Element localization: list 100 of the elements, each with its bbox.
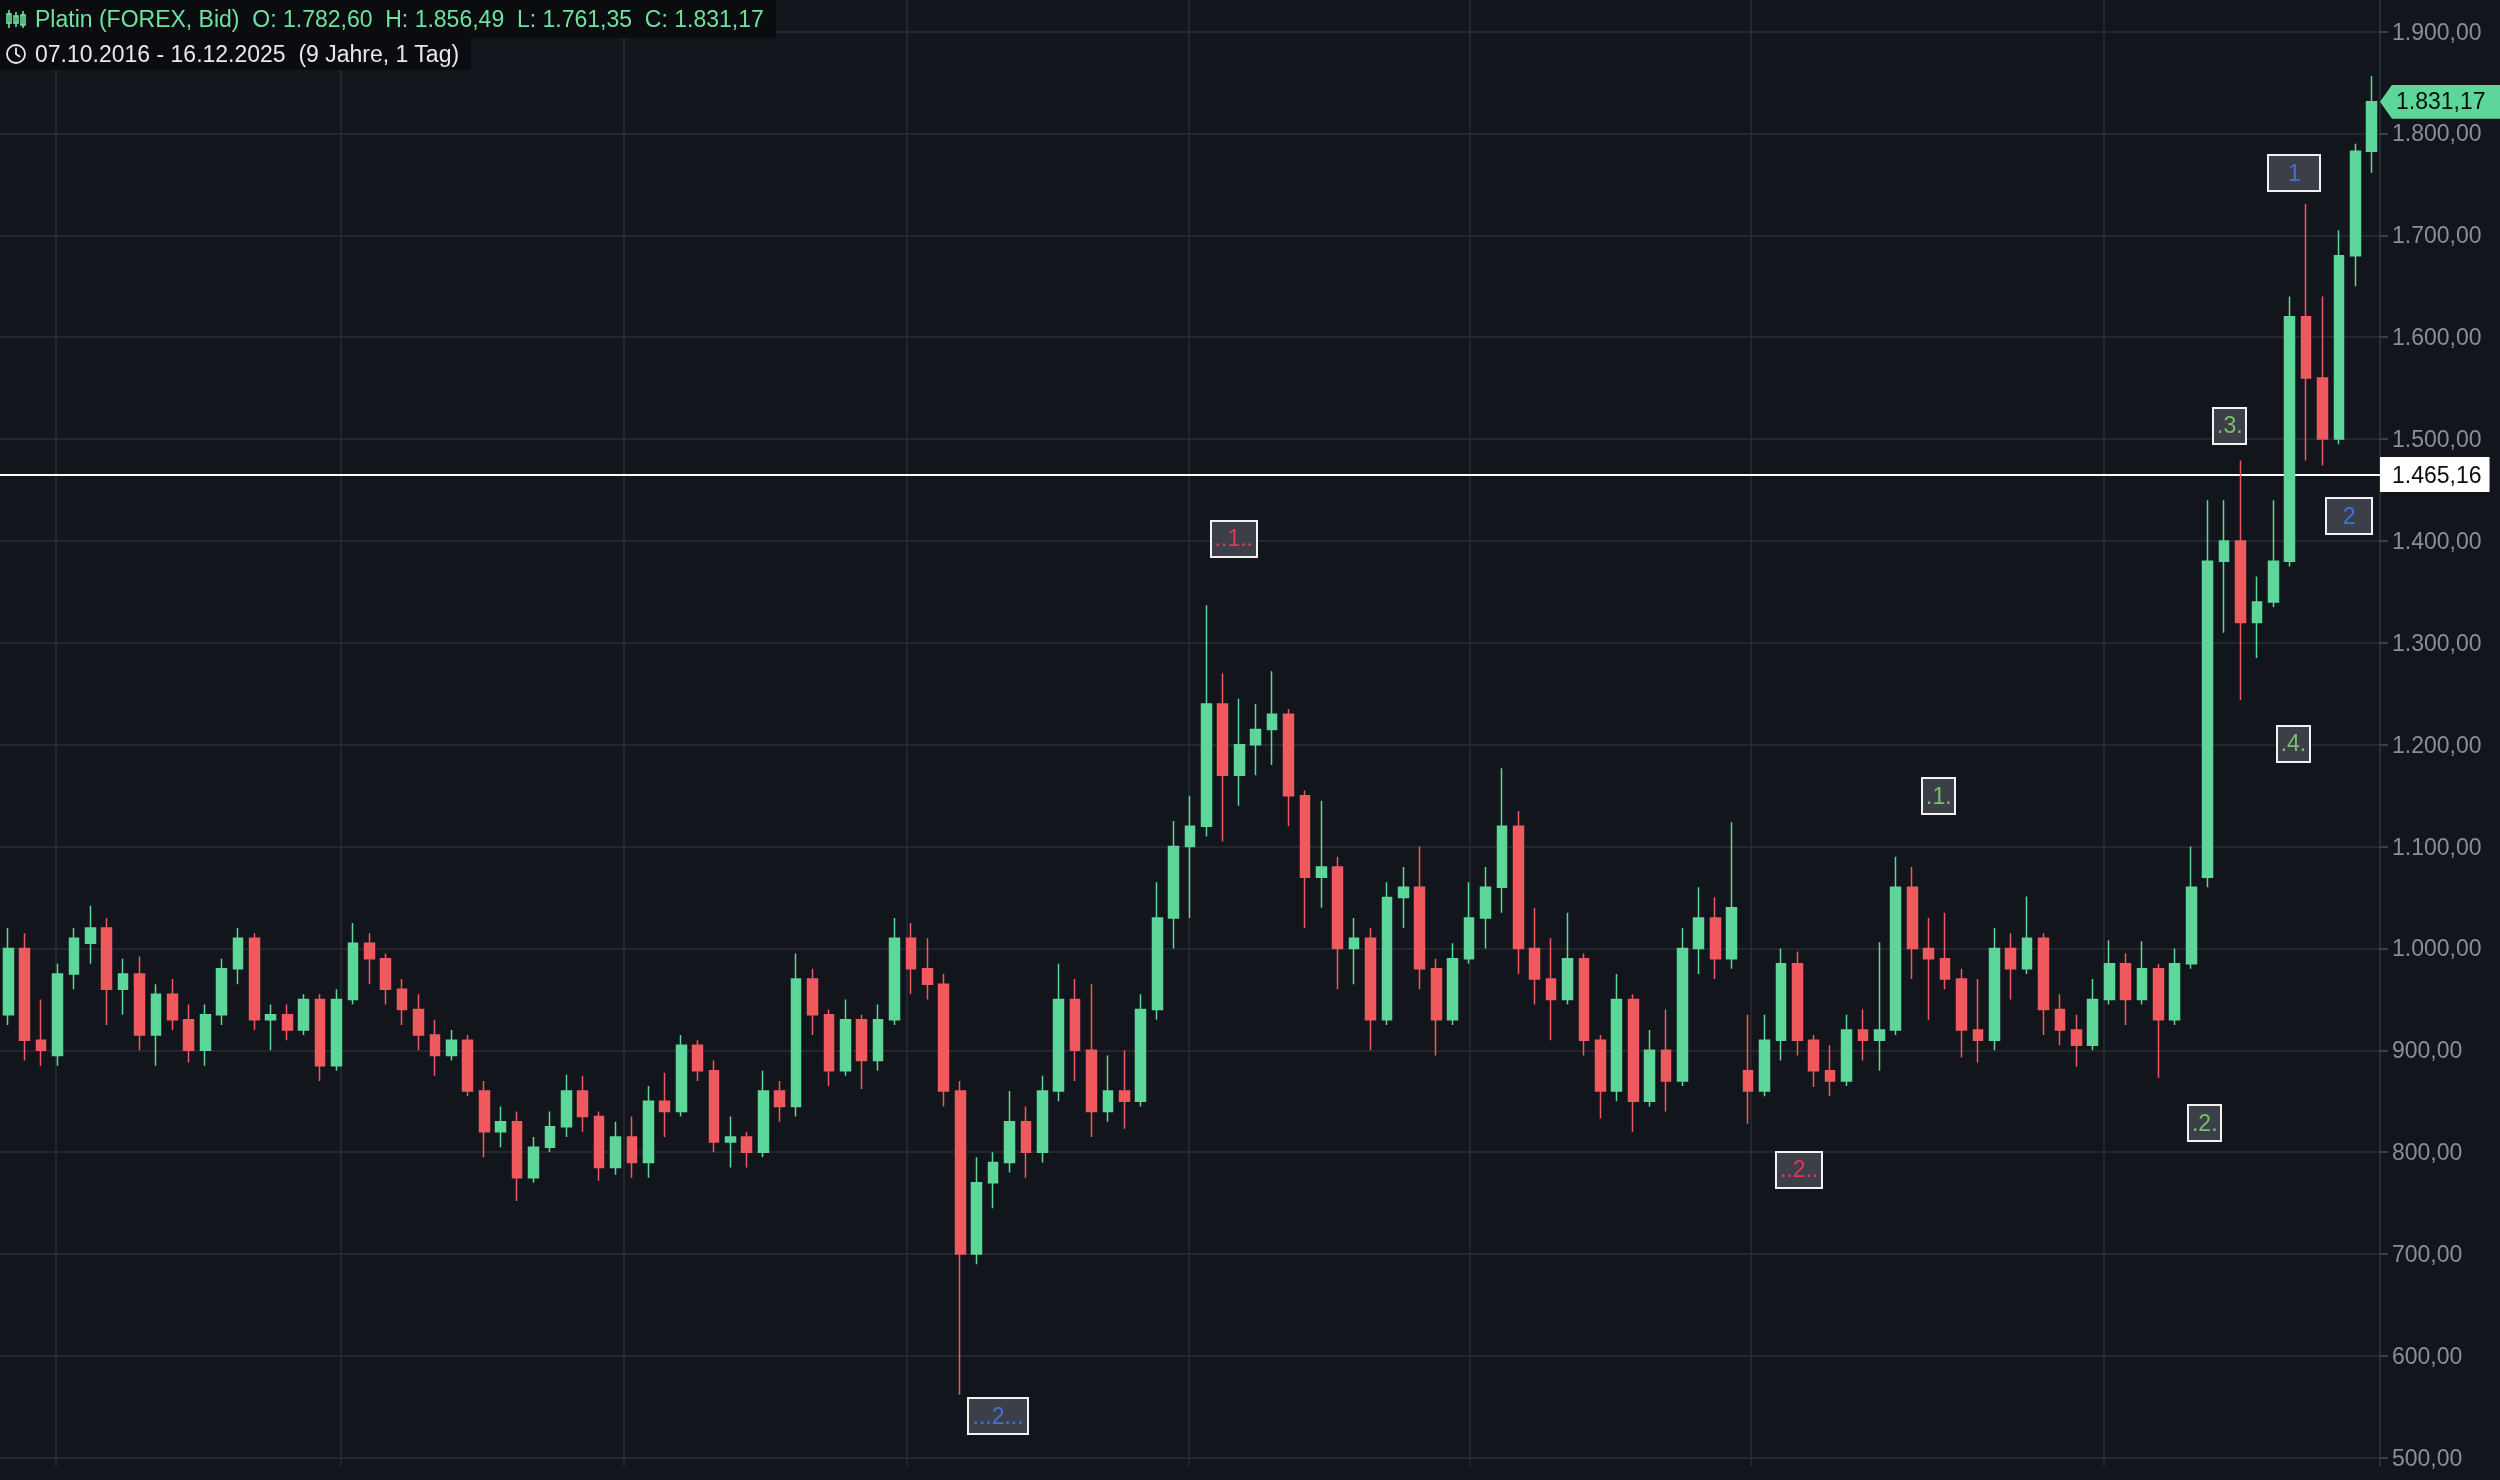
candlestick xyxy=(609,1120,622,1176)
candlestick xyxy=(379,952,392,1006)
annotation: .2. xyxy=(2191,1109,2218,1137)
candlestick xyxy=(1610,973,1623,1103)
text: 1.831,17 xyxy=(2396,88,2486,116)
y-tick-label: 1.100,00 xyxy=(2392,833,2482,860)
candlestick xyxy=(166,978,179,1031)
candlestick xyxy=(1873,941,1886,1072)
candlestick xyxy=(1545,937,1557,1041)
candlestick xyxy=(757,1069,770,1159)
candlestick xyxy=(1889,856,1902,1036)
candlestick xyxy=(1627,993,1640,1133)
candlestick xyxy=(68,927,80,990)
candlestick xyxy=(1249,703,1262,777)
candlestick xyxy=(1184,794,1196,919)
candlestick xyxy=(1512,810,1525,975)
candlestick xyxy=(1233,698,1246,807)
candlestick xyxy=(1775,947,1787,1062)
candlestick xyxy=(2021,895,2033,975)
candlestick xyxy=(1676,927,1689,1087)
candlestick xyxy=(2103,939,2116,1006)
candlestick xyxy=(2218,499,2230,634)
candlestick xyxy=(1692,886,1705,975)
candlestick xyxy=(888,917,901,1026)
candlestick xyxy=(1988,927,2001,1052)
candlestick xyxy=(1003,1090,1016,1174)
candlestick xyxy=(1364,927,1377,1052)
candlestick xyxy=(2333,229,2345,445)
candlestick xyxy=(544,1110,556,1153)
candlestick xyxy=(51,963,64,1067)
y-tick-label: 1.700,00 xyxy=(2392,222,2482,249)
candlestick xyxy=(494,1105,507,1148)
candlestick xyxy=(937,973,950,1108)
candlestick xyxy=(100,917,113,1026)
candlestick xyxy=(987,1151,999,1209)
candlestick xyxy=(182,1003,195,1064)
candlestick xyxy=(117,957,129,1016)
candlestick xyxy=(2,927,15,1026)
candlestick xyxy=(1266,670,1278,766)
annotation: .4. xyxy=(2280,730,2307,758)
candlestick xyxy=(1709,896,1722,980)
candlestick xyxy=(560,1074,573,1138)
candlestick xyxy=(363,932,376,985)
annotation: ..1.. xyxy=(1214,525,1253,553)
candlestick xyxy=(1463,881,1475,965)
candlestick xyxy=(478,1080,491,1159)
candlestick xyxy=(1561,912,1574,1006)
candlestick xyxy=(2168,947,2181,1026)
candlestick xyxy=(1446,942,1459,1026)
annotation: 2 xyxy=(2342,502,2356,530)
candlestick xyxy=(2070,1013,2083,1068)
candlestick xyxy=(1397,866,1410,929)
y-tick-label: 1.300,00 xyxy=(2392,629,2482,656)
candlestick xyxy=(1020,1105,1032,1179)
candlestick xyxy=(330,988,343,1072)
candlestick xyxy=(511,1110,523,1202)
candlestick xyxy=(921,937,934,1001)
candlestick xyxy=(2267,499,2280,608)
candlestick xyxy=(905,922,917,996)
candlestick xyxy=(2037,932,2050,1036)
candlestick xyxy=(2119,952,2132,1026)
candlestick xyxy=(429,1019,441,1077)
candlestick xyxy=(1922,917,1935,1021)
chart-title: Platin (FOREX, Bid) O: 1.782,60 H: 1.856,49 L: 1.761,35 C: 1.831,17 xyxy=(35,5,764,33)
candlestick xyxy=(1758,1013,1771,1097)
y-tick-label: 1.800,00 xyxy=(2392,120,2482,147)
candlestick xyxy=(1840,1013,1853,1087)
candlestick xyxy=(2054,993,2066,1046)
candlestick xyxy=(1036,1075,1049,1164)
candlestick xyxy=(1939,912,1951,990)
candlestick xyxy=(1430,957,1443,1057)
candlestick xyxy=(708,1059,720,1153)
candlestick xyxy=(1906,866,1919,980)
candlestick xyxy=(806,968,819,1036)
candlestick xyxy=(1381,881,1393,1026)
candlestick xyxy=(855,1013,868,1090)
candlestick xyxy=(461,1034,474,1097)
candlestick xyxy=(527,1136,540,1184)
candlestick xyxy=(133,955,146,1052)
y-tick-label: 1.200,00 xyxy=(2392,731,2482,758)
candlestick xyxy=(872,1003,884,1072)
candlestick xyxy=(1052,963,1065,1103)
y-tick-label: 900,00 xyxy=(2392,1037,2463,1064)
candlestick xyxy=(1824,1044,1836,1097)
candlestick xyxy=(314,993,326,1082)
ref-line-label: 1.465,16 xyxy=(2392,461,2482,488)
y-tick-label: 1.400,00 xyxy=(2392,527,2482,554)
candlestick xyxy=(839,998,852,1077)
candlestick xyxy=(2086,978,2099,1052)
candlestick xyxy=(970,1156,983,1266)
candlestick xyxy=(1594,1034,1607,1120)
candlestick xyxy=(2365,75,2378,174)
candlestick xyxy=(248,932,261,1031)
candlestick xyxy=(1496,767,1508,914)
candlestick xyxy=(412,993,425,1052)
candlestick xyxy=(626,1115,638,1179)
candlestick xyxy=(2185,845,2198,970)
candlestick xyxy=(396,978,408,1026)
candlestick xyxy=(691,1039,704,1082)
candlestick xyxy=(1528,906,1541,1006)
